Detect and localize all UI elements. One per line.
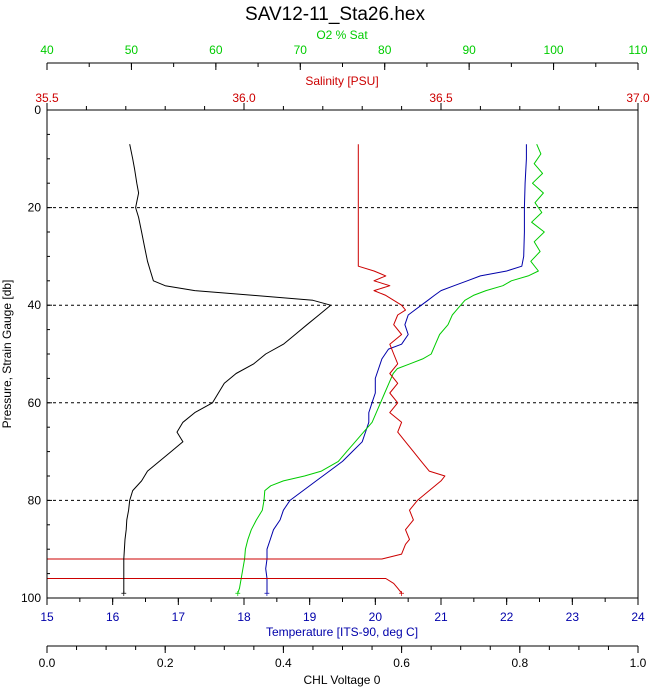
salinity-tick-label-3: 37.0: [626, 91, 650, 105]
o2-tick-label-4: 80: [378, 43, 392, 57]
chl-tick-label-2: 0.4: [275, 656, 292, 670]
chl-tick-label-5: 1.0: [630, 656, 647, 670]
pressure-tick-label-20: 20: [28, 201, 42, 215]
o2-profile-line: [237, 144, 545, 594]
o2-axis-label: O2 % Sat: [316, 28, 368, 42]
salinity-tick-label-1: 36.0: [232, 91, 256, 105]
salinity-axis-label: Salinity [PSU]: [305, 74, 378, 88]
pressure-tick-label-80: 80: [28, 493, 42, 507]
salinity-tick-label-0: 35.5: [35, 91, 59, 105]
temperature-profile-line: [265, 144, 527, 594]
salinity-tick-label-2: 36.5: [429, 91, 453, 105]
o2-end-marker: +: [235, 589, 241, 600]
temperature-tick-label-7: 22: [500, 610, 514, 624]
pressure-tick-label-40: 40: [28, 298, 42, 312]
temperature-tick-label-0: 15: [40, 610, 54, 624]
salinity-end-marker: +: [399, 589, 405, 600]
axes-layer: 0 20 40 60 80 100 40 50 60 70 80 90 100 110 35.5 36.0 36…: [21, 43, 650, 670]
temperature-tick-label-3: 18: [237, 610, 251, 624]
series-layer: + + + +: [46, 144, 545, 600]
chl-tick-label-4: 0.8: [511, 656, 528, 670]
pressure-tick-label-0: 0: [34, 103, 41, 117]
temperature-end-marker: +: [264, 589, 270, 600]
grid-layer: [47, 207, 638, 501]
temperature-tick-label-2: 17: [172, 610, 186, 624]
temperature-tick-label-1: 16: [106, 610, 120, 624]
o2-tick-label-2: 60: [209, 43, 223, 57]
pressure-tick-label-60: 60: [28, 396, 42, 410]
salinity-profile-line: [46, 144, 446, 594]
chl-tick-label-0: 0.0: [39, 656, 56, 670]
o2-tick-label-5: 90: [462, 43, 476, 57]
temperature-tick-label-4: 19: [303, 610, 317, 624]
pressure-axis-label: Pressure, Strain Gauge [db]: [0, 280, 14, 429]
chl-tick-label-3: 0.6: [393, 656, 410, 670]
temperature-tick-label-6: 21: [434, 610, 448, 624]
chart-title: SAV12-11_Sta26.hex: [245, 4, 425, 25]
chl-end-marker: +: [121, 589, 127, 600]
temperature-tick-label-8: 23: [566, 610, 580, 624]
o2-tick-label-1: 50: [125, 43, 139, 57]
pressure-tick-label-100: 100: [21, 591, 41, 605]
chl-tick-label-1: 0.2: [157, 656, 174, 670]
chl-axis-label: CHL Voltage 0: [304, 673, 381, 687]
temperature-tick-label-5: 20: [369, 610, 383, 624]
temperature-axis-label: Temperature [ITS-90, deg C]: [266, 625, 418, 639]
o2-tick-label-0: 40: [40, 43, 54, 57]
plot-frame: [46, 109, 639, 599]
o2-tick-label-6: 100: [544, 43, 564, 57]
o2-tick-label-7: 110: [628, 43, 647, 57]
temperature-tick-label-9: 24: [631, 610, 645, 624]
o2-tick-label-3: 70: [294, 43, 308, 57]
chl-profile-line: [123, 144, 332, 594]
